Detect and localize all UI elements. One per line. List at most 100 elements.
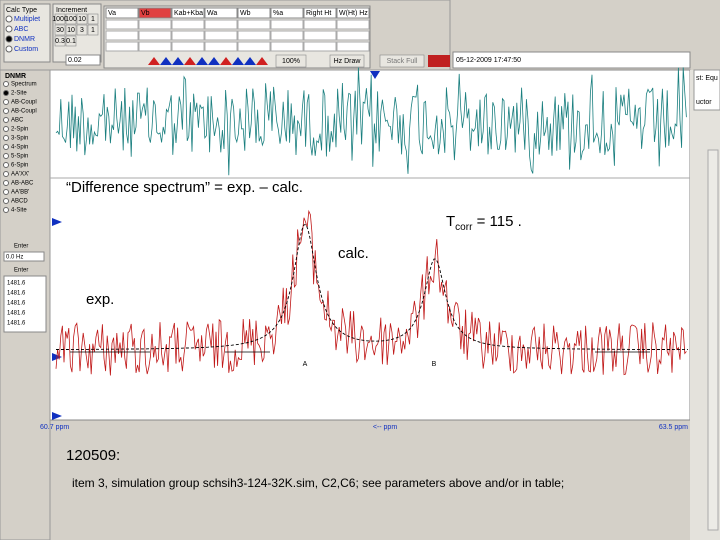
param-cell[interactable] — [171, 19, 205, 30]
param-cell[interactable] — [171, 30, 205, 41]
radio[interactable] — [5, 25, 13, 33]
increment-button[interactable] — [65, 35, 77, 47]
increment-button[interactable] — [76, 24, 88, 36]
axis-label: 63.5 ppm — [659, 424, 688, 431]
radio[interactable] — [5, 15, 13, 23]
radio[interactable] — [3, 99, 9, 105]
increment-button[interactable] — [87, 24, 99, 36]
footer-heading: 120509: — [66, 447, 120, 464]
radio[interactable] — [3, 135, 9, 141]
draw-button[interactable] — [329, 54, 365, 68]
radio[interactable] — [5, 45, 13, 53]
param-cell[interactable] — [336, 19, 370, 30]
param-cell[interactable] — [237, 41, 271, 52]
param-header-label: Vb — [141, 10, 150, 17]
arrow-button[interactable] — [208, 57, 220, 65]
increment-label: 30 — [56, 27, 64, 34]
increment-button[interactable] — [65, 24, 77, 36]
arrow-button[interactable] — [196, 57, 208, 65]
arrow-button[interactable] — [160, 57, 172, 65]
param-cell[interactable] — [138, 30, 172, 41]
zoom-button[interactable] — [275, 54, 307, 68]
difference-trace — [55, 67, 687, 176]
radio[interactable] — [3, 153, 9, 159]
radio[interactable] — [3, 108, 9, 114]
param-cell[interactable] — [204, 41, 238, 52]
arrow-button[interactable] — [232, 57, 244, 65]
param-header — [171, 7, 205, 19]
increment-label: 3 — [80, 27, 84, 34]
tcorr-sub: corr — [455, 222, 473, 233]
right-text: uctor — [696, 99, 712, 106]
param-cell[interactable] — [303, 30, 337, 41]
item-label: 3-Spin — [11, 136, 28, 142]
right-box — [693, 69, 720, 111]
tcorr-t: T — [446, 213, 455, 230]
param-cell[interactable] — [303, 41, 337, 52]
difference-label: “Difference spectrum” = exp. – calc. — [66, 179, 303, 196]
param-cell[interactable] — [270, 41, 304, 52]
scrollbar[interactable] — [707, 149, 719, 531]
radio[interactable] — [3, 126, 9, 132]
param-cell[interactable] — [105, 19, 139, 30]
spectra — [55, 67, 688, 376]
panel-title: DNMR — [5, 73, 26, 80]
param-cell[interactable] — [336, 41, 370, 52]
arrow-button[interactable] — [244, 57, 256, 65]
zoom: 100% — [282, 58, 300, 65]
param-cell[interactable] — [171, 41, 205, 52]
radio[interactable] — [3, 207, 9, 213]
param-cell[interactable] — [138, 19, 172, 30]
peak-label: B — [432, 361, 437, 368]
param-header-label: Wa — [207, 10, 217, 17]
radio[interactable] — [3, 81, 9, 87]
radio[interactable] — [3, 162, 9, 168]
param-cell[interactable] — [270, 30, 304, 41]
color-button[interactable] — [428, 55, 450, 67]
item-label: AA'XX' — [11, 172, 29, 178]
param-cell[interactable] — [105, 30, 139, 41]
marker — [52, 218, 62, 226]
increment-button[interactable] — [76, 13, 88, 25]
increment-button[interactable] — [54, 13, 66, 25]
radio[interactable] — [3, 171, 9, 177]
stack-button[interactable] — [379, 54, 425, 68]
param-cell[interactable] — [204, 30, 238, 41]
increment-button[interactable] — [54, 35, 66, 47]
arrow-button[interactable] — [148, 57, 160, 65]
experimental-trace — [55, 209, 687, 376]
param-cell[interactable] — [105, 41, 139, 52]
radio[interactable] — [3, 144, 9, 150]
item-label: AA'BB' — [11, 190, 29, 196]
radio[interactable] — [3, 180, 9, 186]
radio[interactable] — [3, 90, 9, 96]
group-title: Increment — [56, 7, 87, 14]
arrow-button[interactable] — [220, 57, 232, 65]
param-cell[interactable] — [237, 30, 271, 41]
arrow-button[interactable] — [172, 57, 184, 65]
increment-label: 0.3 — [55, 38, 65, 45]
draw-label: Hz Draw — [334, 58, 362, 65]
increment-label: 10 — [67, 27, 75, 34]
param-cell[interactable] — [303, 19, 337, 30]
increment-button[interactable] — [87, 13, 99, 25]
increment-button[interactable] — [54, 24, 66, 36]
radio[interactable] — [3, 117, 9, 123]
param-cell[interactable] — [204, 19, 238, 30]
radio[interactable] — [3, 198, 9, 204]
param-cell[interactable] — [270, 19, 304, 30]
param-cell[interactable] — [336, 30, 370, 41]
marker — [52, 412, 62, 420]
increment-button[interactable] — [65, 13, 77, 25]
arrow-button[interactable] — [256, 57, 268, 65]
param-cell[interactable] — [138, 41, 172, 52]
arrow-button[interactable] — [184, 57, 196, 65]
radio[interactable] — [5, 35, 13, 43]
calc-type-box — [3, 3, 51, 63]
hz-value: 0.0 Hz — [6, 255, 23, 261]
param-cell[interactable] — [237, 19, 271, 30]
item-label: AB-ABC — [11, 181, 34, 187]
radio[interactable] — [3, 189, 9, 195]
hz-field — [3, 251, 45, 262]
